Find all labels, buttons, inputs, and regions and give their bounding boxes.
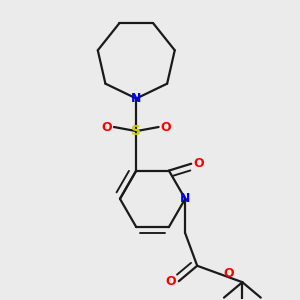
Text: N: N bbox=[131, 92, 142, 105]
Text: O: O bbox=[194, 157, 204, 170]
Text: O: O bbox=[161, 121, 171, 134]
Text: O: O bbox=[101, 121, 112, 134]
Text: S: S bbox=[131, 124, 141, 138]
Text: N: N bbox=[180, 192, 190, 205]
Text: O: O bbox=[223, 268, 234, 281]
Text: O: O bbox=[165, 275, 175, 288]
